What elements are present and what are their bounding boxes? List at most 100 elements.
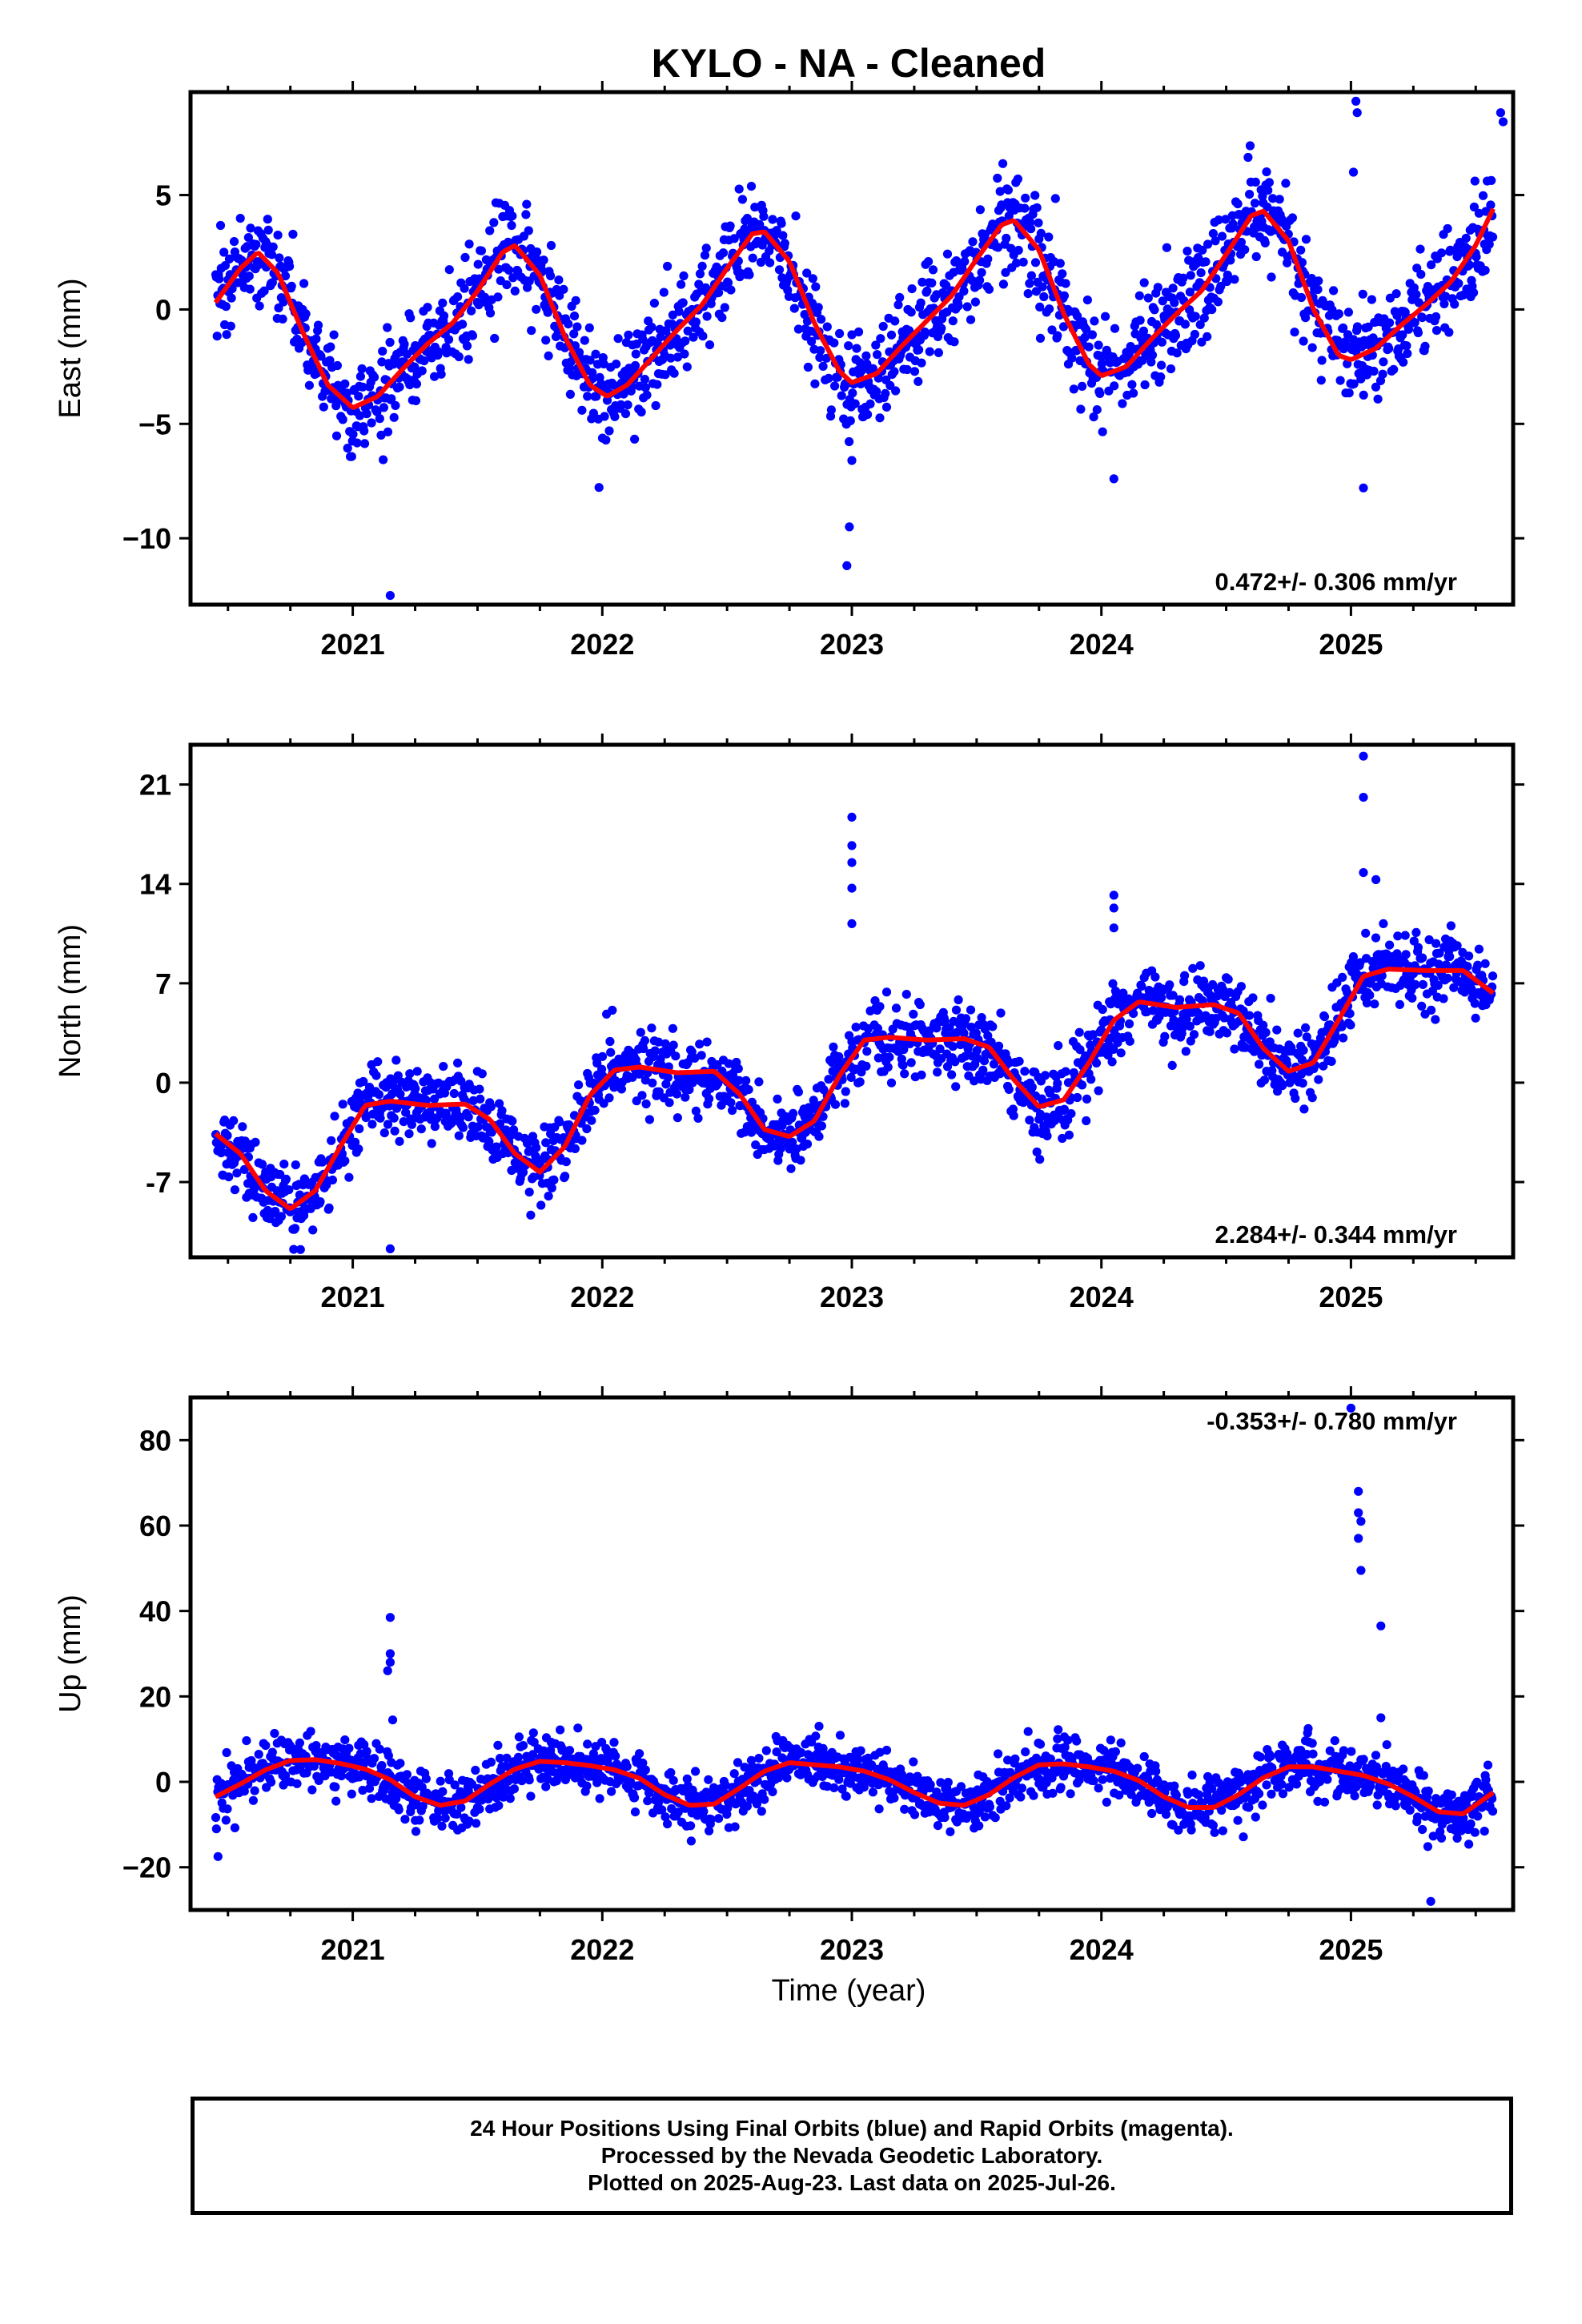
data-point (544, 351, 553, 360)
data-point (948, 316, 958, 326)
data-point (980, 1812, 990, 1822)
data-point (951, 1082, 961, 1092)
data-point (1223, 270, 1232, 280)
x-tick-label: 2025 (1319, 628, 1383, 661)
data-point (1399, 357, 1408, 367)
data-point (830, 1100, 841, 1109)
x-tick-label: 2023 (820, 628, 884, 661)
data-point (751, 1140, 761, 1150)
data-point (566, 357, 576, 367)
data-point (1002, 1801, 1011, 1811)
data-point (1160, 1031, 1170, 1041)
data-point (1025, 1116, 1034, 1125)
data-point (518, 1741, 528, 1751)
data-point (436, 1776, 445, 1786)
data-point (749, 1791, 758, 1801)
data-point (966, 315, 976, 324)
data-point (1108, 979, 1118, 988)
data-point (611, 1751, 620, 1761)
data-point (841, 1087, 850, 1096)
data-point (255, 301, 264, 311)
data-point (412, 379, 422, 389)
data-point (872, 387, 881, 396)
data-point (705, 340, 715, 350)
x-tick-label: 2024 (1070, 1281, 1134, 1313)
data-point (342, 388, 351, 398)
data-point (1317, 356, 1327, 365)
data-point (628, 1072, 637, 1082)
data-point (724, 1059, 734, 1068)
data-point (1186, 1036, 1195, 1046)
data-point (211, 1824, 221, 1834)
data-point (1008, 1104, 1018, 1114)
data-point (933, 1068, 942, 1077)
data-point (1478, 191, 1488, 200)
data-point (1088, 1030, 1098, 1039)
data-point (1452, 941, 1462, 951)
data-point (306, 1727, 315, 1736)
data-point (890, 316, 900, 326)
data-point (437, 1821, 447, 1831)
data-point (677, 279, 686, 289)
data-point (868, 364, 877, 373)
data-point (565, 389, 576, 399)
data-point (295, 1244, 305, 1254)
data-point (355, 372, 365, 381)
data-point (1431, 312, 1441, 322)
data-point (788, 1137, 797, 1147)
data-point (1031, 1753, 1041, 1763)
data-point (430, 1122, 440, 1132)
data-point (383, 1120, 393, 1129)
data-point (1228, 219, 1238, 229)
data-point (486, 1757, 496, 1767)
data-point (1035, 1739, 1046, 1749)
data-point (1023, 1727, 1033, 1736)
data-point (789, 1108, 798, 1118)
data-point (390, 1126, 400, 1136)
data-point (261, 1741, 271, 1751)
data-point (682, 362, 692, 372)
data-point (691, 1767, 701, 1776)
data-point (1020, 203, 1030, 213)
data-point (656, 332, 665, 342)
data-point (522, 199, 532, 209)
data-point (933, 1821, 943, 1831)
outlier-point (847, 841, 857, 850)
data-point (458, 320, 468, 329)
data-point (248, 1795, 258, 1805)
data-point (270, 1728, 279, 1739)
data-point (1307, 343, 1317, 352)
data-point (1129, 388, 1138, 398)
data-point (714, 1814, 724, 1823)
data-point (559, 284, 568, 294)
data-point (942, 249, 953, 259)
data-point (1255, 1789, 1264, 1799)
data-point (1368, 333, 1378, 343)
data-point (723, 278, 733, 287)
data-point (238, 1122, 247, 1132)
data-point (680, 349, 689, 359)
data-point (913, 376, 923, 386)
data-point (1427, 987, 1437, 996)
data-point (1110, 324, 1120, 333)
data-point (824, 373, 833, 383)
data-point (1266, 1751, 1275, 1761)
data-point (1025, 279, 1034, 288)
data-point (1337, 1022, 1347, 1031)
data-point (1185, 287, 1195, 297)
data-point (211, 1813, 221, 1823)
data-point (1346, 1020, 1355, 1030)
data-point (418, 1802, 428, 1811)
data-point (807, 336, 817, 346)
data-point (1413, 328, 1423, 338)
data-point (1032, 203, 1042, 212)
data-point (1035, 333, 1046, 343)
data-point (1195, 961, 1205, 971)
data-point (1101, 312, 1110, 321)
data-point (1393, 931, 1403, 941)
data-point (1264, 178, 1274, 187)
data-point (886, 1078, 897, 1088)
data-point (510, 286, 520, 296)
data-point (544, 1192, 553, 1201)
data-point (369, 372, 379, 382)
